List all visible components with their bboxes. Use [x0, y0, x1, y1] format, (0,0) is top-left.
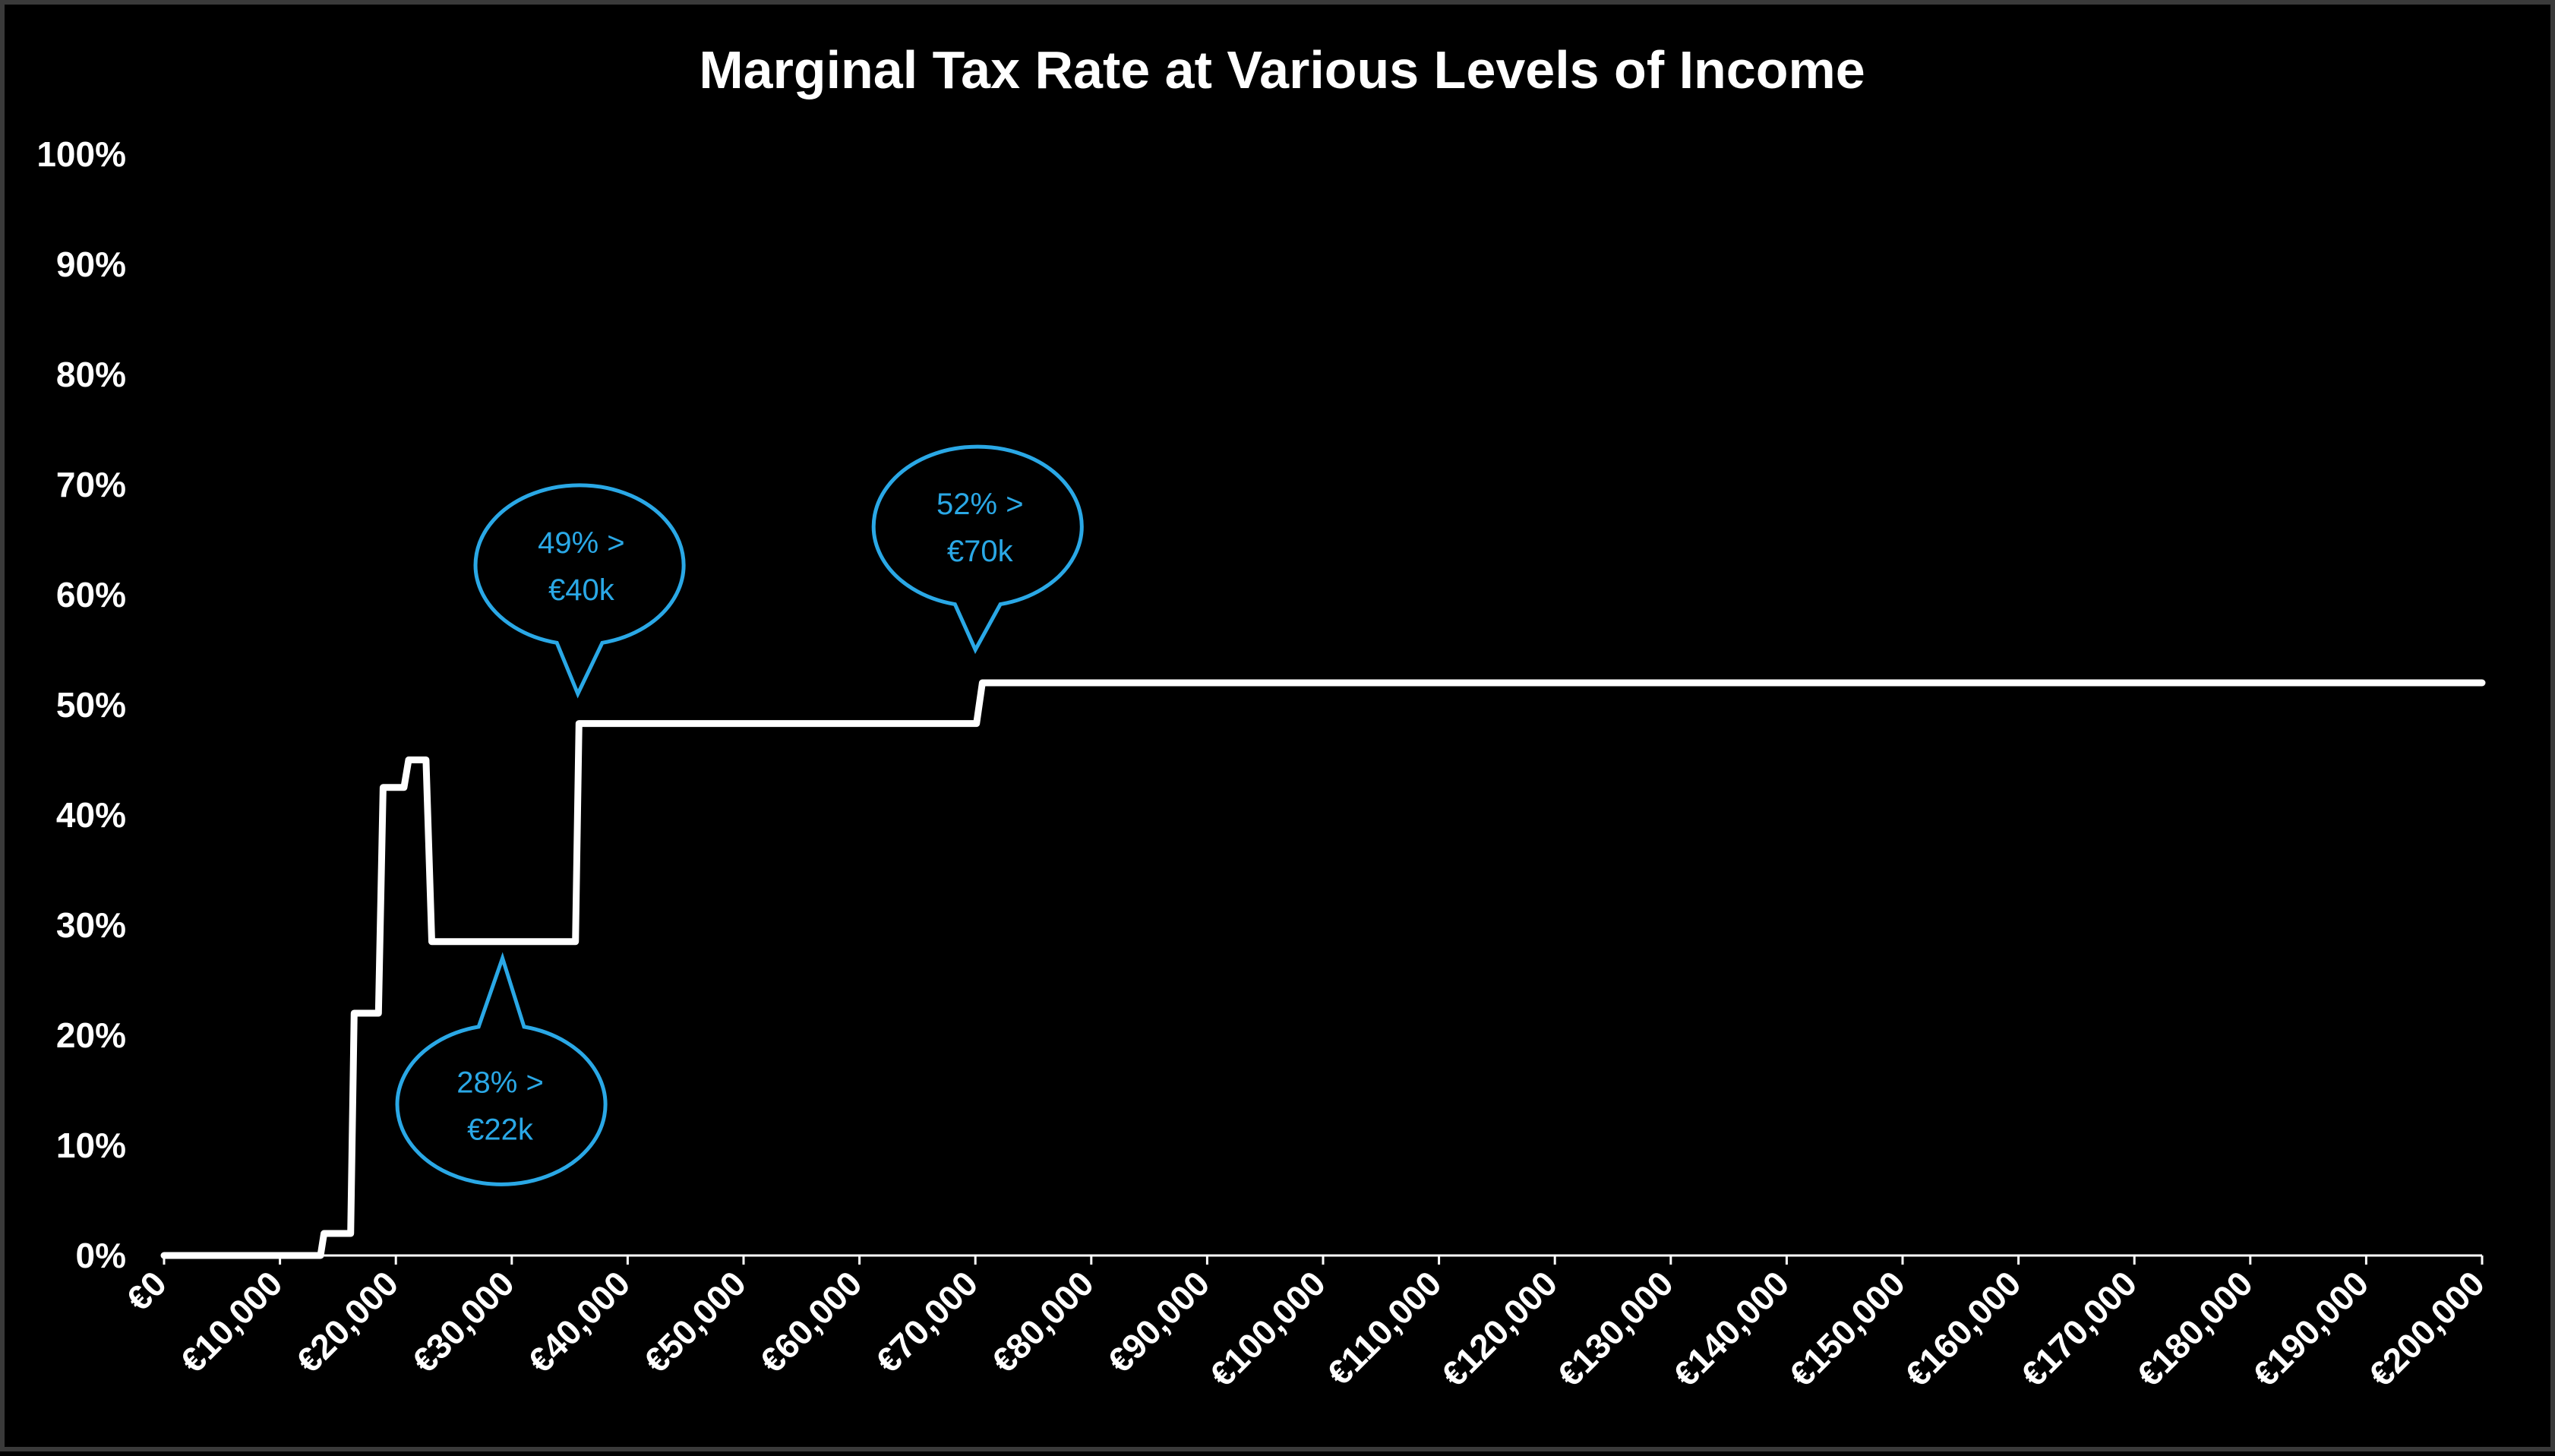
x-tick-label: €30,000: [405, 1263, 522, 1380]
x-tick-label: €0: [118, 1263, 174, 1319]
series-group: [160, 679, 2486, 1259]
callout: 49% > €40k: [473, 483, 686, 699]
x-axis-tick-labels: €0€10,000€20,000€30,000€40,000€50,000€60…: [118, 1263, 2492, 1394]
callout-bubble: [473, 483, 686, 699]
x-tick-label: €140,000: [1666, 1263, 1796, 1394]
callout-bubble: [871, 444, 1084, 655]
callout-bubble: [395, 952, 608, 1186]
y-tick-label: 80%: [56, 355, 126, 394]
y-tick-label: 50%: [56, 685, 126, 725]
y-axis-tick-labels: 0% 10% 20% 30% 40% 50% 60% 70% 80% 90% 100%: [36, 134, 126, 1275]
callout-label: €70k: [947, 535, 1014, 568]
x-tick-label: €150,000: [1782, 1263, 1912, 1394]
x-tick-label: €40,000: [520, 1263, 637, 1380]
x-tick-label: €60,000: [752, 1263, 869, 1380]
x-tick-label: €10,000: [172, 1263, 289, 1380]
x-tick-label: €190,000: [2245, 1263, 2376, 1394]
y-tick-label: 90%: [56, 245, 126, 284]
callout: 52% > €70k: [871, 444, 1084, 655]
x-tick-label: €70,000: [868, 1263, 985, 1380]
x-tick-label: €110,000: [1319, 1263, 1449, 1393]
y-tick-label: 10%: [56, 1126, 126, 1165]
x-axis: [163, 1254, 2484, 1265]
x-tick-label: €200,000: [2361, 1263, 2492, 1394]
y-tick-label: 40%: [56, 795, 126, 835]
y-tick-label: 100%: [36, 134, 126, 174]
callout-label: 49% >: [538, 526, 625, 560]
y-tick-label: 0%: [76, 1236, 126, 1275]
x-tick-label: €160,000: [1897, 1263, 2028, 1394]
x-tick-label: €170,000: [2013, 1263, 2144, 1394]
x-tick-label: €80,000: [984, 1263, 1101, 1380]
callout-label: 52% >: [936, 488, 1024, 521]
y-tick-label: 60%: [56, 575, 126, 614]
x-tick-label: €180,000: [2129, 1263, 2260, 1394]
chart-title: Marginal Tax Rate at Various Levels of I…: [699, 40, 1865, 99]
callout-label: 28% >: [456, 1066, 544, 1099]
x-tick-label: €20,000: [289, 1263, 406, 1380]
callouts-group: 28% > €22k 49% > €40k 52% > €70k: [395, 444, 1084, 1186]
x-tick-label: €50,000: [636, 1263, 753, 1380]
callout-label: €22k: [467, 1113, 534, 1146]
x-tick-label: €130,000: [1549, 1263, 1680, 1394]
y-tick-label: 70%: [56, 465, 126, 504]
callout: 28% > €22k: [395, 952, 608, 1186]
y-tick-label: 20%: [56, 1015, 126, 1055]
x-tick-label: €120,000: [1434, 1263, 1565, 1394]
y-tick-label: 30%: [56, 905, 126, 945]
callout-label: €40k: [548, 573, 615, 607]
x-tick-label: €100,000: [1202, 1263, 1333, 1394]
marginal-tax-chart: Marginal Tax Rate at Various Levels of I…: [36, 40, 2492, 1394]
x-tick-label: €90,000: [1100, 1263, 1217, 1380]
series-line: [160, 679, 2486, 1259]
